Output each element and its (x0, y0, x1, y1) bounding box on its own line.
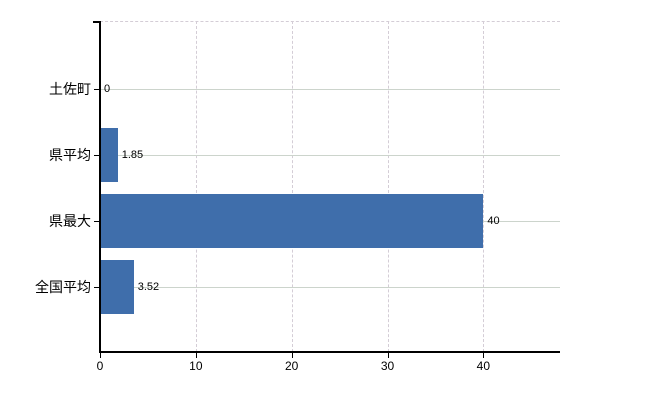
x-tick-label-4: 40 (476, 359, 490, 373)
x-axis-tick (195, 353, 197, 358)
value-label-1: 1.85 (121, 149, 144, 161)
x-gridline (483, 21, 485, 352)
x-gridline (291, 21, 293, 352)
y-axis-tick (94, 89, 100, 90)
x-axis-tick (100, 353, 101, 358)
category-label-2: 県最大 (49, 213, 91, 229)
x-axis-line (99, 351, 560, 353)
x-axis-tick (291, 353, 293, 358)
category-gridline (101, 287, 560, 288)
x-axis-tick (387, 353, 389, 358)
x-gridline (195, 21, 197, 352)
x-tick-label-3: 30 (380, 359, 395, 373)
y-axis-tick (94, 287, 100, 288)
bar-1 (101, 128, 118, 182)
category-label-0: 土佐町 (49, 81, 91, 97)
x-axis-tick (483, 353, 485, 358)
category-label-1: 県平均 (49, 147, 91, 163)
x-tick-label-1: 10 (189, 359, 203, 373)
bar-2 (101, 194, 484, 248)
y-axis-tick (94, 155, 100, 156)
x-tick-label-0: 0 (96, 359, 104, 373)
category-label-3: 全国平均 (35, 279, 91, 295)
x-gridline (387, 21, 389, 352)
plot-top-border (100, 21, 560, 22)
bar-3 (101, 260, 134, 314)
category-gridline (101, 155, 560, 156)
value-label-3: 3.52 (137, 281, 160, 293)
value-label-2: 40 (487, 215, 500, 227)
value-label-0: 0 (104, 83, 111, 95)
y-axis-top-tick (93, 21, 100, 23)
y-axis-tick (94, 221, 100, 222)
y-axis-line (99, 21, 101, 353)
x-tick-label-2: 20 (284, 359, 299, 373)
category-gridline (101, 89, 560, 90)
